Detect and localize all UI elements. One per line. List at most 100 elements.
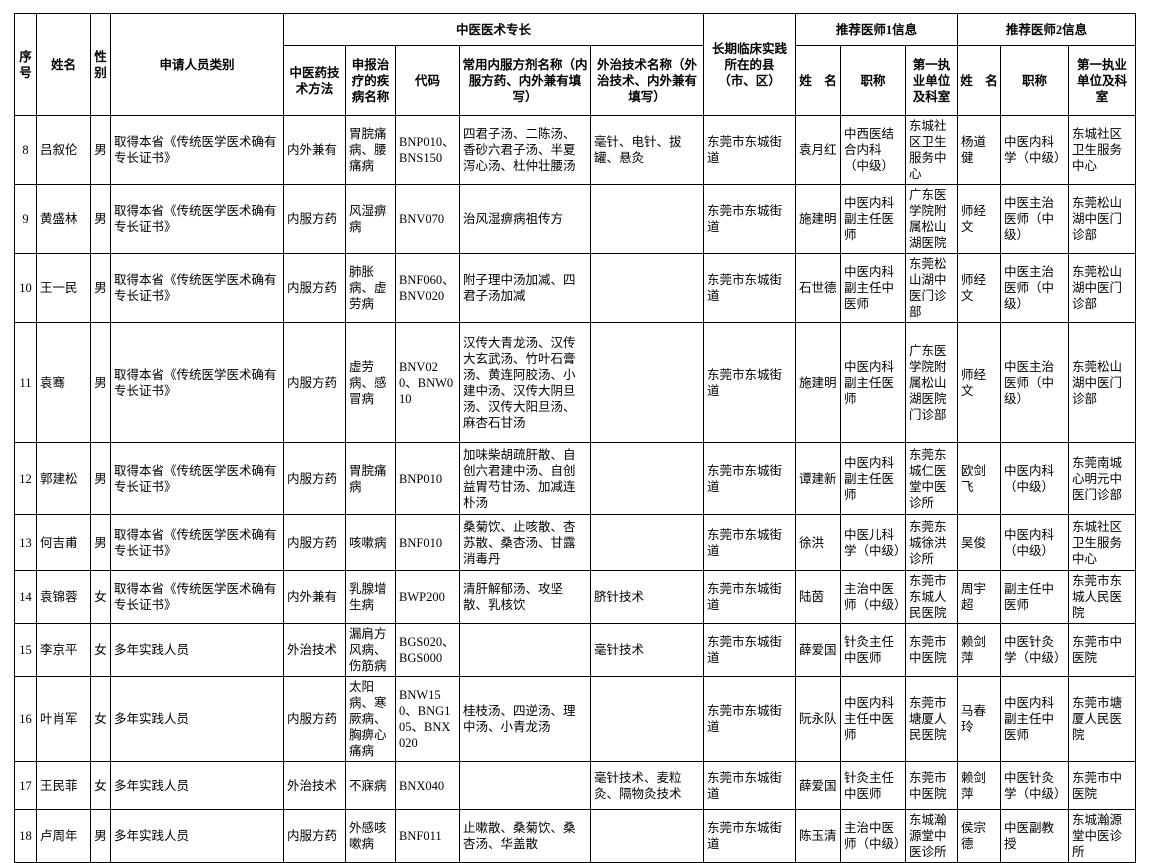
cell-gender: 男 — [90, 514, 111, 571]
cell-seq: 18 — [14, 809, 37, 863]
cell-doctor1-unit: 东莞市东城人民医院 — [905, 570, 959, 624]
cell-doctor1-title: 中医内科主任中医师 — [840, 676, 907, 762]
cell-practice-location: 东莞市东城街道 — [703, 809, 797, 863]
cell-disease: 肺胀病、虚劳病 — [345, 253, 396, 323]
cell-external-technique — [589, 809, 705, 863]
cell-doctor1-unit: 广东医学院附属松山湖医院门诊部 — [905, 322, 959, 443]
cell-practice-location: 东莞市东城街道 — [703, 115, 797, 185]
table-row: 18 卢周年男多年实践人员 内服方药 外感咳嗽病 BNF011 止嗽散、桑菊饮、桑杏汤、华… — [14, 809, 1137, 863]
cell-doctor2-title: 副主任中医师 — [1000, 570, 1070, 624]
cell-seq: 8 — [14, 115, 37, 185]
cell-practice-location: 东莞市东城街道 — [703, 623, 797, 677]
cell-doctor2-title: 中医针灸学（中级） — [1000, 623, 1070, 677]
table-row: 12 郭建松男取得本省《传统医学医术确有专长证书》 内服方药 胃脘痛病 BNP010 加味… — [14, 442, 1137, 515]
cell-method: 内服方药 — [283, 809, 346, 863]
cell-code: BNF060、BNV020 — [395, 253, 460, 323]
cell-gender: 男 — [90, 253, 111, 323]
cell-doctor2-name: 周宇超 — [957, 570, 1002, 624]
cell-name: 郭建松 — [36, 442, 91, 515]
header-method: 中医药技术方法 — [283, 45, 346, 116]
cell-doctor1-unit: 东莞市中医院 — [905, 761, 959, 810]
cell-disease: 风湿痹病 — [345, 184, 396, 254]
cell-internal-formula: 桂枝汤、四逆汤、理中汤、小青龙汤 — [459, 676, 591, 762]
cell-internal-formula: 桑菊饮、止咳散、杏苏散、桑杏汤、甘露消毒丹 — [459, 514, 591, 571]
cell-method: 外治技术 — [283, 761, 346, 810]
table-row: 13 何吉甫男取得本省《传统医学医术确有专长证书》 内服方药 咳嗽病 BNF010 桑菊饮… — [14, 514, 1137, 571]
cell-code: BNV070 — [395, 184, 460, 254]
cell-doctor2-unit: 东莞市中医院 — [1068, 623, 1137, 677]
cell-external-technique — [589, 676, 705, 762]
cell-doctor1-name: 施建明 — [795, 184, 842, 254]
cell-method: 内服方药 — [283, 442, 346, 515]
cell-doctor2-title: 中医副教授 — [1000, 809, 1070, 863]
header-internal-formula: 常用内服方剂名称（内服方药、内外兼有填写） — [459, 45, 591, 116]
cell-doctor1-title: 针灸主任中医师 — [840, 623, 907, 677]
cell-method: 内服方药 — [283, 676, 346, 762]
cell-doctor2-name: 赖剑萍 — [957, 761, 1002, 810]
cell-external-technique: 毫针、电针、拔罐、悬灸 — [589, 115, 705, 185]
cell-doctor2-unit: 东城社区卫生服务中心 — [1068, 514, 1137, 571]
cell-doctor2-title: 中医内科副主任中医师 — [1000, 676, 1070, 762]
cell-category: 取得本省《传统医学医术确有专长证书》 — [110, 514, 284, 571]
cell-doctor2-unit: 东莞松山湖中医门诊部 — [1068, 322, 1137, 443]
header-doctor2-unit: 第一执业单位及科室 — [1068, 45, 1137, 116]
cell-name: 黄盛林 — [36, 184, 91, 254]
cell-practice-location: 东莞市东城街道 — [703, 184, 797, 254]
cell-doctor2-unit: 东城社区卫生服务中心 — [1068, 115, 1137, 185]
cell-name: 袁骞 — [36, 322, 91, 443]
cell-doctor2-name: 吴俊 — [957, 514, 1002, 571]
cell-name: 叶肖军 — [36, 676, 91, 762]
cell-external-technique: 脐针技术 — [589, 570, 705, 624]
cell-disease: 不寐病 — [345, 761, 396, 810]
cell-doctor1-name: 袁月红 — [795, 115, 842, 185]
cell-gender: 男 — [90, 442, 111, 515]
cell-seq: 12 — [14, 442, 37, 515]
cell-seq: 13 — [14, 514, 37, 571]
cell-code: BNW150、BNG105、BNX020 — [395, 676, 460, 762]
cell-category: 取得本省《传统医学医术确有专长证书》 — [110, 570, 284, 624]
cell-doctor1-name: 陈玉清 — [795, 809, 842, 863]
cell-internal-formula: 附子理中汤加减、四君子汤加减 — [459, 253, 591, 323]
cell-code: BNF011 — [395, 809, 460, 863]
header-code: 代码 — [395, 45, 460, 116]
cell-category: 取得本省《传统医学医术确有专长证书》 — [110, 253, 284, 323]
cell-doctor2-title: 中医主治医师（中级） — [1000, 322, 1070, 443]
cell-seq: 9 — [14, 184, 37, 254]
cell-doctor2-unit: 东城瀚源堂中医诊所 — [1068, 809, 1137, 863]
cell-seq: 11 — [14, 322, 37, 443]
header-doctor1-name: 姓 名 — [795, 45, 842, 116]
cell-internal-formula: 加味柴胡疏肝散、自创六君建中汤、自创益胃芍甘汤、加减连朴汤 — [459, 442, 591, 515]
cell-name: 何吉甫 — [36, 514, 91, 571]
table-row: 9 黄盛林男取得本省《传统医学医术确有专长证书》 内服方药 风湿痹病 BNV070 治风湿… — [14, 184, 1137, 254]
cell-practice-location: 东莞市东城街道 — [703, 322, 797, 443]
cell-seq: 15 — [14, 623, 37, 677]
header-doctor2-title: 职称 — [1000, 45, 1070, 116]
cell-seq: 16 — [14, 676, 37, 762]
cell-method: 内外兼有 — [283, 115, 346, 185]
cell-code: BNP010 — [395, 442, 460, 515]
cell-doctor2-unit: 东莞松山湖中医门诊部 — [1068, 253, 1137, 323]
cell-doctor1-name: 阮永队 — [795, 676, 842, 762]
cell-method: 内外兼有 — [283, 570, 346, 624]
cell-disease: 胃脘痛病 — [345, 442, 396, 515]
cell-doctor1-title: 中医内科副主任中医师 — [840, 253, 907, 323]
cell-external-technique: 毫针技术 — [589, 623, 705, 677]
cell-doctor2-title: 中医针灸学（中级） — [1000, 761, 1070, 810]
cell-seq: 17 — [14, 761, 37, 810]
cell-doctor2-name: 师经文 — [957, 253, 1002, 323]
cell-code: BNP010、BNS150 — [395, 115, 460, 185]
cell-doctor1-name: 石世德 — [795, 253, 842, 323]
table-row: 17 王民菲女多年实践人员 外治技术 不寐病 BNX040 毫针技术、麦粒灸、隔物灸技术东… — [14, 761, 1137, 810]
table-header: 序号 姓名 性别 申请人员类别 中医医术专长 长期临床实践所在的县（市、区） 推… — [14, 13, 1137, 116]
cell-internal-formula: 四君子汤、二陈汤、香砂六君子汤、半夏泻心汤、杜仲壮腰汤 — [459, 115, 591, 185]
cell-category: 多年实践人员 — [110, 809, 284, 863]
cell-name: 王民菲 — [36, 761, 91, 810]
cell-disease: 胃脘痛病、腰痛病 — [345, 115, 396, 185]
cell-doctor2-name: 侯宗德 — [957, 809, 1002, 863]
cell-practice-location: 东莞市东城街道 — [703, 253, 797, 323]
header-group-row: 序号 姓名 性别 申请人员类别 中医医术专长 长期临床实践所在的县（市、区） 推… — [14, 13, 1137, 116]
cell-name: 王一民 — [36, 253, 91, 323]
cell-doctor1-unit: 东莞东城徐洪诊所 — [905, 514, 959, 571]
cell-gender: 女 — [90, 676, 111, 762]
cell-code: BNX040 — [395, 761, 460, 810]
